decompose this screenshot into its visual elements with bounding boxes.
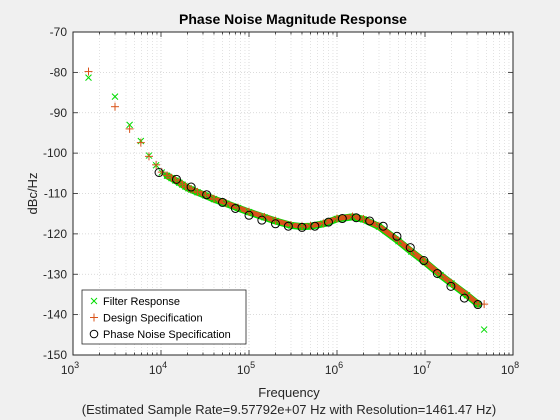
x-tick-label: 105 bbox=[237, 360, 255, 377]
data-point bbox=[365, 216, 375, 226]
data-point bbox=[394, 236, 403, 245]
data-point bbox=[171, 174, 181, 184]
data-point bbox=[378, 221, 388, 231]
data-point bbox=[209, 194, 218, 203]
data-point bbox=[244, 210, 254, 220]
data-point bbox=[323, 217, 333, 227]
data-point bbox=[310, 221, 320, 231]
data-series bbox=[84, 67, 489, 333]
data-point bbox=[110, 102, 119, 111]
data-point bbox=[286, 220, 295, 229]
y-tick-label: -140 bbox=[43, 308, 67, 322]
data-point bbox=[436, 270, 445, 279]
x-tick-label: 106 bbox=[325, 360, 343, 377]
data-point bbox=[126, 121, 133, 129]
data-point bbox=[230, 203, 240, 213]
data-point bbox=[202, 190, 212, 200]
data-point bbox=[163, 171, 172, 180]
x-tick-label: 103 bbox=[61, 360, 79, 377]
data-point bbox=[85, 74, 92, 81]
y-tick-label: -110 bbox=[44, 187, 67, 201]
data-point bbox=[480, 326, 488, 333]
y-tick-label: -130 bbox=[43, 267, 67, 281]
data-point bbox=[473, 300, 483, 310]
data-point bbox=[186, 182, 196, 192]
y-axis-label: dBc/Hz bbox=[25, 173, 40, 215]
y-tick-label: -150 bbox=[43, 348, 67, 362]
data-point bbox=[405, 243, 415, 253]
data-point bbox=[84, 67, 93, 76]
data-point bbox=[136, 138, 145, 147]
legend-marker bbox=[90, 297, 98, 305]
y-tick-label: -80 bbox=[50, 65, 68, 79]
legend-entry: Design Specification bbox=[103, 313, 203, 325]
legend-entry: Phase Noise Specification bbox=[103, 329, 231, 341]
data-point bbox=[446, 281, 456, 291]
x-tick-label: 108 bbox=[501, 360, 519, 377]
legend: Filter Response Design Specification Phase… bbox=[81, 289, 247, 345]
data-point bbox=[193, 187, 202, 196]
data-point bbox=[111, 93, 119, 100]
data-point bbox=[333, 214, 341, 223]
chart-title: Phase Noise Magnitude Response bbox=[179, 11, 407, 27]
x-tick-label: 107 bbox=[413, 360, 431, 377]
data-point bbox=[125, 124, 134, 133]
data-point bbox=[351, 213, 361, 223]
data-point bbox=[337, 214, 347, 224]
x-axis-label: Frequency bbox=[258, 385, 320, 400]
legend-marker bbox=[89, 329, 99, 339]
legend-entry: Filter Response bbox=[103, 296, 180, 308]
legend-marker bbox=[90, 313, 98, 322]
data-point bbox=[257, 215, 267, 225]
data-point bbox=[459, 293, 469, 303]
legend-box bbox=[81, 289, 247, 345]
data-point bbox=[297, 222, 307, 232]
data-point bbox=[144, 152, 153, 161]
data-point bbox=[152, 160, 161, 169]
y-tick-label: -100 bbox=[43, 146, 67, 160]
data-point bbox=[187, 185, 196, 194]
data-point bbox=[392, 231, 402, 241]
x-tick-label: 104 bbox=[149, 360, 167, 377]
x-axis-note: (Estimated Sample Rate=9.57792e+07 Hz wi… bbox=[82, 402, 496, 417]
data-point bbox=[270, 219, 280, 229]
data-point bbox=[419, 256, 429, 266]
y-tick-label: -70 bbox=[50, 25, 68, 39]
data-point bbox=[154, 168, 164, 178]
data-point bbox=[319, 219, 328, 228]
axis-ticks: 103 104 105 106 107 108 -150 -140 -130 -120 -110 -1… bbox=[43, 25, 519, 377]
series-o bbox=[154, 168, 483, 310]
data-point bbox=[283, 221, 293, 231]
data-point bbox=[218, 197, 228, 207]
data-point bbox=[432, 268, 442, 278]
y-tick-label: -90 bbox=[50, 106, 68, 120]
y-tick-label: -120 bbox=[43, 227, 67, 241]
